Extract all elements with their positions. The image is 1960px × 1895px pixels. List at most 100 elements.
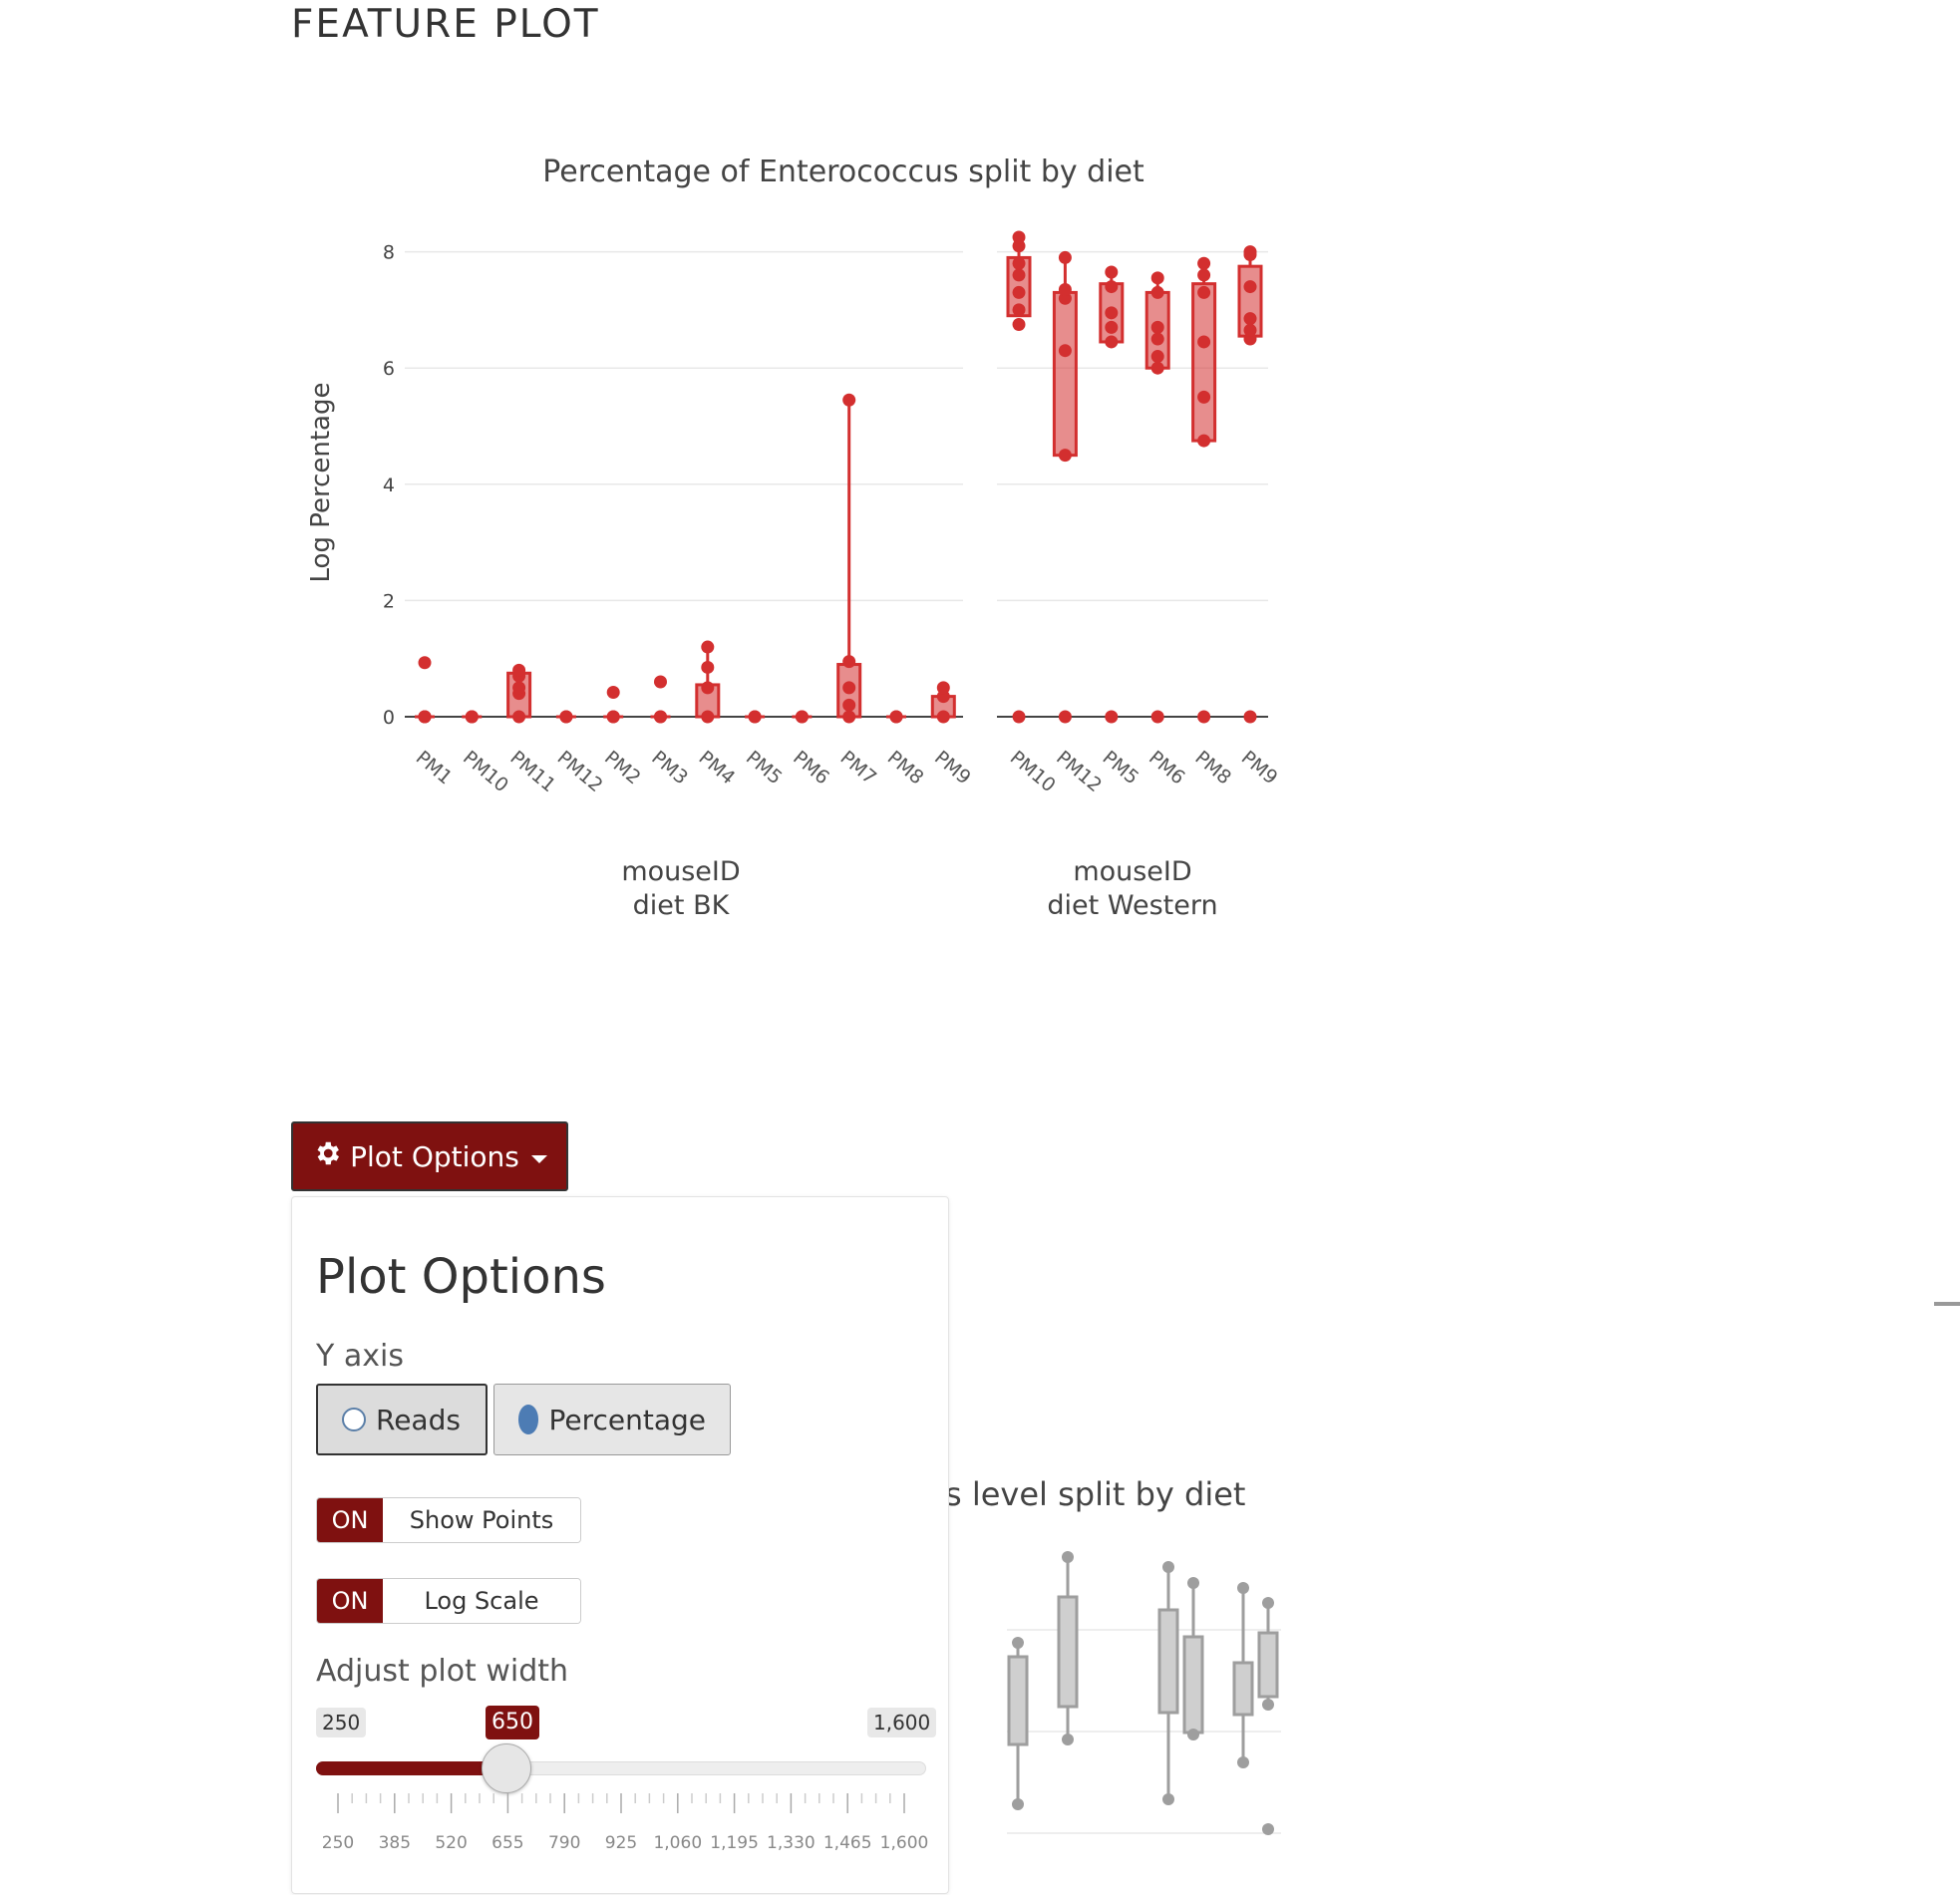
log-scale-label: Log Scale	[383, 1579, 580, 1623]
data-point	[1150, 320, 1164, 334]
x-axis-label-line2: diet BK	[633, 890, 731, 921]
data-point	[1058, 282, 1072, 296]
bg-point	[1237, 1582, 1249, 1594]
slider-value-label: 650	[486, 1706, 539, 1739]
data-point	[1243, 280, 1257, 294]
y-tick-label: 2	[383, 590, 395, 612]
data-point	[1243, 710, 1257, 724]
y-axis-label: Y axis	[316, 1339, 404, 1374]
plot-options-button-label: Plot Options	[350, 1139, 519, 1173]
data-point	[1197, 710, 1211, 724]
plot-options-heading: Plot Options	[316, 1249, 606, 1305]
data-point	[465, 710, 479, 724]
data-point	[1105, 320, 1119, 334]
data-point	[1197, 390, 1211, 404]
bg-point	[1262, 1699, 1274, 1711]
data-point	[1150, 271, 1164, 285]
x-tick-label: PM8	[883, 747, 928, 790]
collapse-icon[interactable]	[1934, 1302, 1960, 1306]
data-point	[1058, 710, 1072, 724]
y-tick-label: 6	[383, 358, 395, 380]
x-tick-label: PM7	[835, 747, 880, 790]
slider-grid-label: 250	[321, 1833, 355, 1853]
bg-box	[1157, 1608, 1179, 1715]
bg-point	[1187, 1577, 1199, 1589]
slider-min-label: 250	[316, 1708, 367, 1737]
slider-grid-label: 1,195	[710, 1833, 759, 1853]
x-tick-label: PM10	[1006, 747, 1060, 796]
bg-point	[1012, 1798, 1024, 1810]
bg-point	[1187, 1729, 1199, 1740]
data-point	[1105, 280, 1119, 294]
bg-point	[1237, 1756, 1249, 1768]
bg-point	[1262, 1597, 1274, 1609]
data-point	[1197, 335, 1211, 349]
data-point	[1105, 265, 1119, 279]
data-point	[1150, 285, 1164, 299]
background-chart-title: s level split by diet	[945, 1475, 1245, 1513]
slider-grid-label: 1,330	[767, 1833, 816, 1853]
bg-box	[1182, 1635, 1204, 1735]
slider-grid-label: 385	[378, 1833, 412, 1853]
data-point	[1197, 268, 1211, 282]
data-point	[1012, 303, 1026, 317]
data-point	[1012, 256, 1026, 270]
data-point	[1197, 256, 1211, 270]
data-point	[1012, 268, 1026, 282]
data-point	[1058, 344, 1072, 358]
data-point	[1150, 350, 1164, 364]
show-points-label: Show Points	[383, 1498, 580, 1542]
data-point	[701, 660, 715, 674]
data-point	[1105, 306, 1119, 320]
x-tick-label: PM5	[1099, 747, 1143, 790]
bg-point	[1162, 1561, 1174, 1573]
slider-grid-label: 790	[547, 1833, 581, 1853]
data-point	[606, 710, 620, 724]
slider-handle[interactable]	[482, 1743, 531, 1793]
data-point	[418, 710, 432, 724]
y-tick-label: 4	[383, 474, 395, 496]
log-scale-state: ON	[317, 1579, 383, 1623]
slider-grid-label: 925	[604, 1833, 638, 1853]
data-point	[748, 710, 762, 724]
x-tick-label: PM9	[930, 747, 975, 790]
data-point	[936, 681, 950, 695]
data-point	[701, 681, 715, 695]
log-scale-toggle[interactable]: ON Log Scale	[316, 1578, 581, 1624]
y-tick-label: 8	[383, 242, 395, 264]
x-axis-label-line1: mouseID	[621, 856, 740, 887]
data-point	[1058, 250, 1072, 264]
bg-point	[1062, 1551, 1074, 1563]
bg-box	[1232, 1661, 1254, 1717]
x-tick-label: PM6	[1144, 747, 1189, 790]
x-tick-label: PM8	[1190, 747, 1235, 790]
slider-grid-label: 1,465	[822, 1833, 872, 1853]
slider-max-label: 1,600	[867, 1708, 937, 1737]
x-axis-label-line2: diet Western	[1047, 890, 1217, 921]
data-point	[1105, 335, 1119, 349]
box	[1191, 282, 1217, 443]
show-points-toggle[interactable]: ON Show Points	[316, 1497, 581, 1543]
data-point	[1197, 285, 1211, 299]
caret-down-icon	[530, 1155, 547, 1163]
x-tick-label: PM6	[789, 747, 833, 790]
plot-options-button[interactable]: Plot Options	[291, 1121, 568, 1191]
slider-grid	[337, 1793, 905, 1813]
data-point	[1012, 317, 1026, 331]
data-point	[1012, 710, 1026, 724]
data-point	[1058, 449, 1072, 463]
x-tick-label: PM5	[742, 747, 787, 790]
percentage-radio[interactable]: Percentage	[493, 1384, 731, 1455]
slider-grid-label: 655	[491, 1833, 524, 1853]
reads-radio[interactable]: Reads	[316, 1384, 488, 1455]
data-point	[1105, 710, 1119, 724]
data-point	[512, 663, 526, 677]
x-tick-label: PM9	[1237, 747, 1282, 790]
y-axis-label: Log Percentage	[306, 383, 336, 583]
data-point	[1197, 434, 1211, 448]
bg-point	[1012, 1637, 1024, 1649]
data-point	[418, 656, 432, 670]
data-point	[795, 710, 809, 724]
data-point	[1012, 230, 1026, 244]
